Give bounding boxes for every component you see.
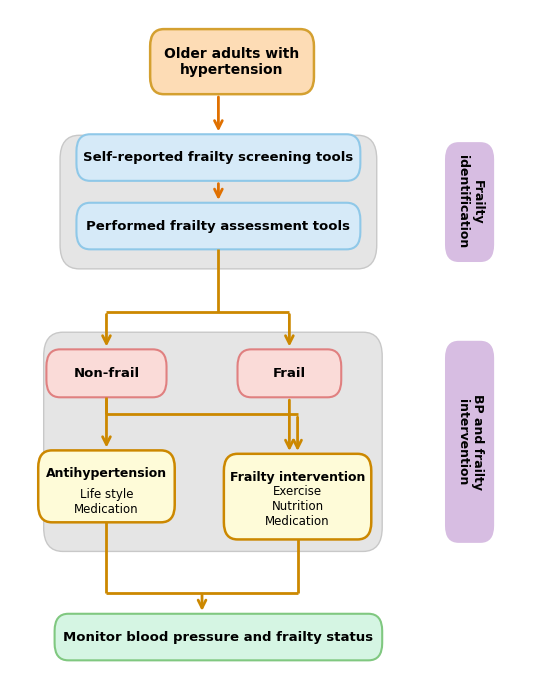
Text: Performed frailty assessment tools: Performed frailty assessment tools (86, 220, 351, 232)
FancyBboxPatch shape (150, 29, 314, 95)
Text: Self-reported frailty screening tools: Self-reported frailty screening tools (84, 151, 353, 164)
FancyBboxPatch shape (55, 614, 382, 660)
Text: Frail: Frail (273, 367, 306, 379)
FancyBboxPatch shape (44, 332, 382, 551)
Text: Life style
Medication: Life style Medication (74, 488, 139, 516)
Text: Frailty
identification: Frailty identification (455, 155, 484, 249)
FancyBboxPatch shape (46, 349, 167, 397)
Text: Frailty intervention: Frailty intervention (230, 471, 365, 484)
FancyBboxPatch shape (38, 451, 175, 522)
FancyBboxPatch shape (76, 203, 360, 249)
FancyBboxPatch shape (445, 142, 494, 262)
FancyBboxPatch shape (445, 341, 494, 543)
FancyBboxPatch shape (76, 134, 360, 181)
Text: Older adults with
hypertension: Older adults with hypertension (164, 47, 300, 77)
FancyBboxPatch shape (224, 453, 371, 540)
Text: Exercise
Nutrition
Medication: Exercise Nutrition Medication (265, 486, 330, 528)
Text: BP and frailty
intervention: BP and frailty intervention (455, 394, 484, 490)
Text: Monitor blood pressure and frailty status: Monitor blood pressure and frailty statu… (63, 631, 373, 643)
Text: Non-frail: Non-frail (73, 367, 140, 379)
Text: Antihypertension: Antihypertension (46, 467, 167, 480)
FancyBboxPatch shape (238, 349, 341, 397)
FancyBboxPatch shape (60, 136, 377, 269)
